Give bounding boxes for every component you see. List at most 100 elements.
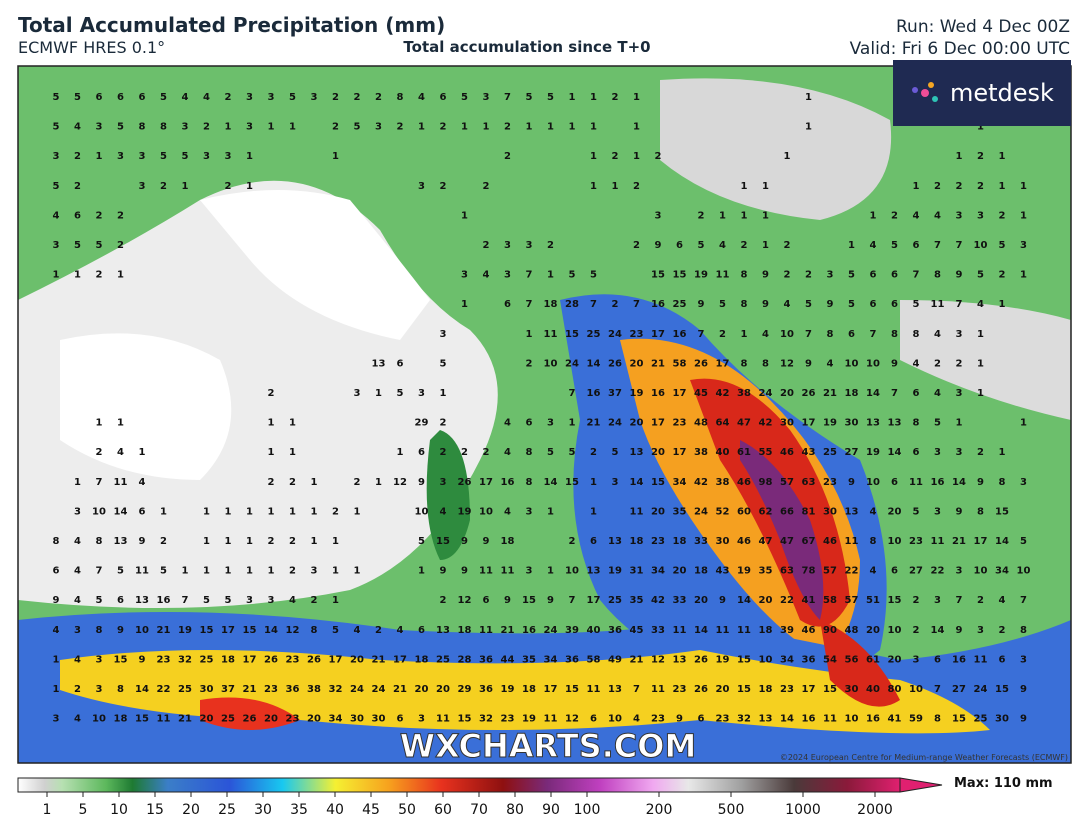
grid-value: 1 — [375, 388, 382, 399]
grid-value: 17 — [802, 418, 816, 429]
grid-value: 1 — [590, 92, 597, 103]
grid-value: 11 — [823, 714, 837, 725]
grid-value: 14 — [995, 536, 1009, 547]
grid-value: 13 — [114, 536, 128, 547]
grid-value: 10 — [888, 536, 902, 547]
grid-value: 5 — [160, 151, 167, 162]
valid: Valid: Fri 6 Dec 00:00 UTC — [850, 39, 1070, 59]
grid-value: 4 — [139, 477, 146, 488]
grid-value: 20 — [694, 595, 708, 606]
grid-value: 1 — [569, 92, 576, 103]
grid-value: 20 — [716, 684, 730, 695]
grid-value: 6 — [891, 299, 898, 310]
grid-value: 44 — [501, 654, 515, 665]
grid-value: 3 — [612, 477, 619, 488]
grid-value: 11 — [436, 714, 450, 725]
grid-value: 14 — [630, 477, 644, 488]
grid-value: 1 — [246, 566, 253, 577]
grid-value: 17 — [221, 625, 235, 636]
map — [18, 66, 1071, 763]
grid-value: 25 — [673, 299, 687, 310]
grid-value: 23 — [673, 684, 687, 695]
grid-value: 1 — [225, 506, 232, 517]
grid-value: 5 — [848, 299, 855, 310]
colorbar-tick-label: 500 — [718, 802, 745, 818]
grid-value: 35 — [759, 566, 773, 577]
grid-value: 13 — [759, 714, 773, 725]
grid-value: 7 — [956, 299, 963, 310]
grid-value: 2 — [934, 181, 941, 192]
grid-value: 16 — [651, 388, 665, 399]
grid-value: 1 — [526, 329, 533, 340]
grid-value: 12 — [286, 625, 300, 636]
grid-value: 11 — [135, 566, 149, 577]
grid-value: 30 — [845, 684, 859, 695]
grid-value: 98 — [759, 477, 773, 488]
grid-value: 42 — [759, 418, 773, 429]
grid-value: 7 — [96, 566, 103, 577]
grid-value: 42 — [694, 477, 708, 488]
grid-value: 6 — [418, 447, 425, 458]
grid-value: 2 — [289, 536, 296, 547]
grid-value: 3 — [117, 151, 124, 162]
grid-value: 3 — [225, 151, 232, 162]
grid-value: 7 — [569, 595, 576, 606]
grid-value: 1 — [289, 506, 296, 517]
grid-value: 2 — [375, 625, 382, 636]
grid-value: 1 — [590, 151, 597, 162]
grid-value: 1 — [569, 122, 576, 133]
grid-value: 2 — [913, 625, 920, 636]
grid-value: 2 — [633, 240, 640, 251]
grid-value: 18 — [114, 714, 128, 725]
grid-value: 15 — [995, 506, 1009, 517]
grid-value: 11 — [931, 299, 945, 310]
grid-value: 2 — [741, 240, 748, 251]
grid-value: 5 — [440, 358, 447, 369]
grid-value: 2 — [117, 240, 124, 251]
grid-value: 26 — [694, 654, 708, 665]
grid-value: 3 — [53, 151, 60, 162]
grid-value: 10 — [780, 329, 794, 340]
grid-value: 42 — [651, 595, 665, 606]
grid-value: 5 — [289, 92, 296, 103]
grid-value: 15 — [243, 625, 257, 636]
grid-value: 15 — [565, 684, 579, 695]
grid-value: 9 — [547, 595, 554, 606]
grid-value: 6 — [418, 625, 425, 636]
grid-value: 24 — [974, 684, 988, 695]
grid-value: 14 — [114, 506, 128, 517]
grid-value: 10 — [135, 625, 149, 636]
grid-value: 36 — [608, 625, 622, 636]
grid-value: 2 — [375, 92, 382, 103]
grid-value: 18 — [522, 684, 536, 695]
grid-value: 10 — [909, 684, 923, 695]
grid-value: 9 — [676, 714, 683, 725]
grid-value: 4 — [182, 92, 189, 103]
grid-value: 11 — [479, 625, 493, 636]
grid-value: 11 — [673, 625, 687, 636]
colorbar-tick-label: 40 — [326, 802, 344, 818]
grid-value: 9 — [655, 240, 662, 251]
colorbar-tick-label: 45 — [362, 802, 380, 818]
grid-value: 1 — [53, 684, 60, 695]
grid-value: 2 — [655, 151, 662, 162]
grid-value: 1 — [870, 210, 877, 221]
grid-value: 1 — [762, 240, 769, 251]
grid-value: 30 — [350, 714, 364, 725]
grid-value: 34 — [780, 654, 794, 665]
grid-value: 1 — [268, 447, 275, 458]
grid-value: 7 — [633, 684, 640, 695]
grid-value: 5 — [569, 270, 576, 281]
grid-value: 8 — [53, 536, 60, 547]
grid-value: 23 — [716, 714, 730, 725]
grid-value: 3 — [1020, 240, 1027, 251]
grid-value: 16 — [501, 477, 515, 488]
grid-value: 19 — [178, 625, 192, 636]
watermark: WXCHARTS.COM — [400, 727, 697, 765]
grid-value: 1 — [633, 151, 640, 162]
grid-value: 45 — [630, 625, 644, 636]
colorbar — [17, 777, 901, 793]
grid-value: 1 — [268, 506, 275, 517]
grid-value: 2 — [74, 181, 81, 192]
grid-value: 1 — [784, 151, 791, 162]
